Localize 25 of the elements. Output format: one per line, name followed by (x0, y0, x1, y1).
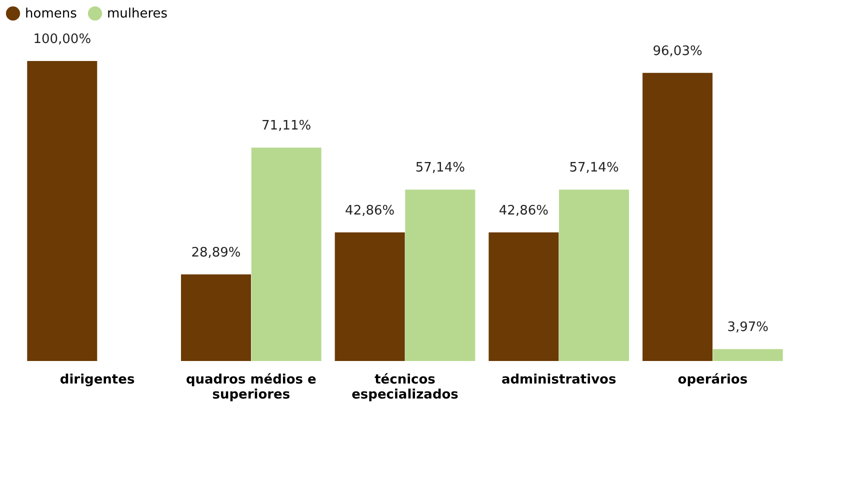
bar (642, 72, 713, 361)
data-label: 71,11% (262, 118, 312, 134)
data-label: 42,86% (498, 203, 548, 218)
bar (251, 148, 322, 361)
x-tick-label: operários (678, 372, 748, 388)
x-tick-label: técnicos especializados (352, 372, 459, 402)
legend-label: homens (25, 6, 78, 22)
bar (405, 190, 476, 361)
bar (559, 190, 630, 361)
bar (27, 61, 98, 361)
bar (712, 349, 783, 361)
data-label: 57,14% (569, 160, 619, 176)
x-tick-label: dirigentes (60, 372, 135, 388)
data-label: 96,03% (652, 44, 702, 59)
data-label: 42,86% (345, 203, 395, 218)
legend-label: mulheres (107, 6, 168, 22)
bar (488, 232, 559, 361)
data-label: 28,89% (191, 245, 241, 260)
data-label: 57,14% (415, 160, 465, 176)
data-label: 100,00% (33, 32, 92, 47)
x-tick-label: administrativos (501, 372, 616, 388)
bar (180, 274, 251, 361)
data-label: 3,97% (727, 320, 769, 336)
bar (334, 232, 405, 361)
x-tick-label: quadros médios e superiores (186, 372, 317, 402)
